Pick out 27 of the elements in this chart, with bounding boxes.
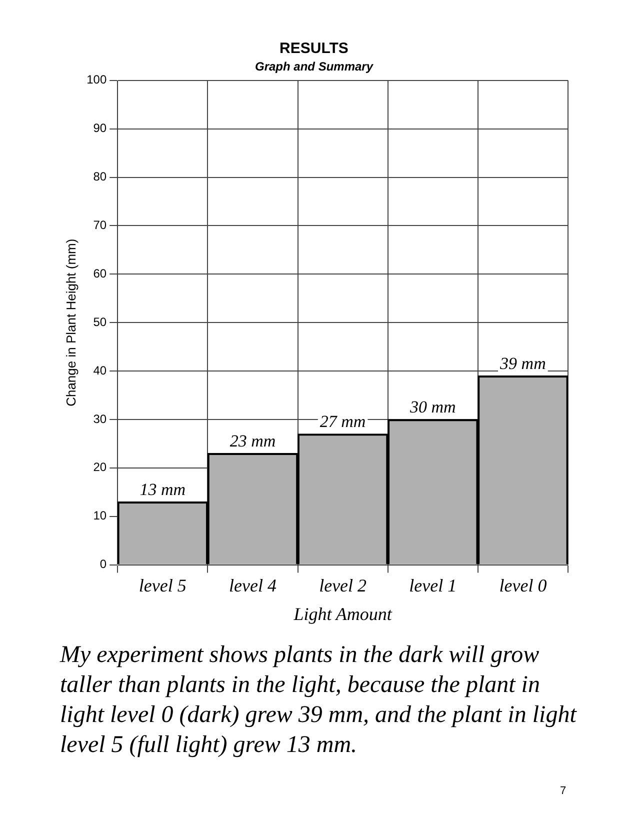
data-label: 23 mm <box>230 431 276 450</box>
y-tick-label: 70 <box>93 218 107 232</box>
data-label: 39 mm <box>499 354 546 373</box>
y-tick-label: 0 <box>100 557 107 572</box>
y-tick-label: 20 <box>93 460 107 474</box>
x-tick-label: level 0 <box>499 575 547 596</box>
y-tick-label: 60 <box>93 266 107 280</box>
x-tick-label: level 5 <box>138 575 186 596</box>
y-tick-label: 80 <box>93 170 107 184</box>
y-tick-label: 10 <box>93 508 107 523</box>
data-label: 13 mm <box>140 480 186 499</box>
data-label: 30 mm <box>408 397 456 416</box>
chart-title: RESULTS <box>280 40 348 58</box>
x-axis-title: Light Amount <box>292 604 393 624</box>
data-label: 27 mm <box>320 412 366 431</box>
chart-subtitle: Graph and Summary <box>254 60 374 74</box>
x-tick-label: level 4 <box>228 575 276 596</box>
text: 7 <box>560 785 566 797</box>
y-tick-label: 50 <box>93 314 107 329</box>
x-tick-label: level 2 <box>319 575 367 596</box>
y-tick-label: 100 <box>86 72 107 87</box>
text: My experiment shows plants in the dark will grow taller than plants in the light, because the plant in light level 0 (dark) grew 39 mm, and the plant in light level 5 (full light) grew 13 mm. <box>60 641 578 760</box>
y-tick-label: 90 <box>93 121 107 136</box>
y-axis-title: Change in Plant Height (mm) <box>63 238 78 406</box>
x-tick-label: level 1 <box>409 575 457 596</box>
y-tick-label: 40 <box>93 363 107 378</box>
y-tick-label: 30 <box>93 412 107 426</box>
